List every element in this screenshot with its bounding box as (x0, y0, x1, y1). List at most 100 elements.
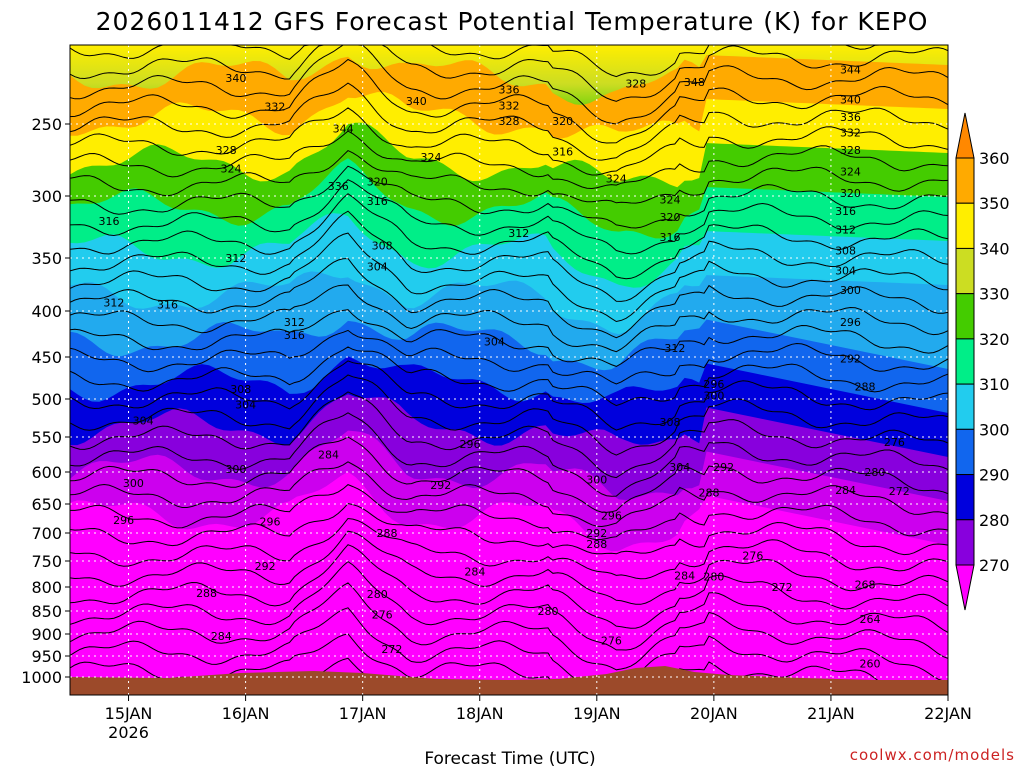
y-tick-label: 400 (31, 302, 62, 321)
y-tick-label: 800 (31, 578, 62, 597)
contour-label: 292 (586, 527, 607, 540)
contour-line (70, 45, 948, 125)
contour-label: 320 (840, 187, 861, 200)
contour-label: 292 (840, 353, 861, 366)
y-axis-ticks: 250 300 350 400 450 500 550 600 650 700 750 800 850 9… (21, 115, 70, 687)
contour-label: 296 (259, 515, 280, 528)
x-tick-label: 22JAN (924, 704, 972, 723)
contour-line (70, 309, 948, 367)
contour-label: 312 (103, 297, 124, 310)
contour-label: 276 (884, 436, 905, 449)
colorbar-label: 310 (979, 375, 1010, 394)
y-tick-label: 900 (31, 625, 62, 644)
colorbar-swatch (955, 383, 975, 430)
contour-label: 300 (225, 463, 246, 476)
contour-label: 296 (703, 378, 724, 391)
contour-label: 344 (840, 63, 861, 76)
contour-label: 300 (840, 284, 861, 297)
contour-label: 336 (840, 111, 861, 124)
colorbar-label: 300 (979, 420, 1010, 439)
contour-label: 312 (284, 316, 305, 329)
colorbar-swatch (955, 428, 975, 476)
contour-label: 328 (840, 144, 861, 157)
colorbar-label: 280 (979, 511, 1010, 530)
contour-line (70, 165, 948, 229)
contour-label: 304 (133, 414, 154, 427)
contour-line (70, 179, 948, 255)
contour-label: 320 (367, 176, 388, 189)
contour-line (70, 329, 948, 385)
gridlines (70, 45, 949, 695)
contour-line (70, 107, 948, 176)
contour-label: 272 (772, 581, 793, 594)
colorbar-cap-bottom (955, 564, 975, 611)
colorbar: 270 280 290 300 310 320 330 340 350 360 (955, 112, 1010, 611)
contour-line (70, 436, 948, 513)
contour-label: 304 (235, 398, 256, 411)
contour-label: 300 (703, 390, 724, 403)
contour-label: 348 (684, 76, 705, 89)
contour-line (70, 544, 948, 629)
colorbar-swatch (955, 247, 975, 295)
contour-label: 320 (552, 115, 573, 128)
y-tick-label: 550 (31, 428, 62, 447)
contour-line (70, 582, 948, 671)
contour-label: 312 (664, 342, 685, 355)
contour-label: 328 (625, 78, 646, 91)
colorbar-swatch (955, 293, 975, 340)
x-tick-label: 21JAN (807, 704, 855, 723)
contour-label: 328 (216, 144, 237, 157)
x-axis-label: Forecast Time (UTC) (424, 749, 595, 768)
contour-label: 324 (659, 194, 680, 207)
y-tick-label: 500 (31, 390, 62, 409)
contour-label: 280 (538, 605, 559, 618)
terrain-ground (70, 666, 948, 695)
contour-line (70, 193, 948, 280)
contour-label: 308 (230, 383, 251, 396)
colorbar-label: 360 (979, 149, 1010, 168)
contour-label: 324 (220, 163, 241, 176)
contour-label: 292 (430, 479, 451, 492)
y-tick-label: 250 (31, 115, 62, 134)
contour-label: 332 (499, 99, 520, 112)
contour-label: 332 (840, 127, 861, 140)
contour-label: 344 (333, 122, 354, 135)
x-tick-label: 19JAN (573, 704, 621, 723)
y-tick-label: 1000 (21, 668, 62, 687)
contour-label: 284 (318, 449, 339, 462)
contour-label: 272 (381, 643, 402, 656)
contour-label: 276 (742, 549, 763, 562)
contour-label: 316 (367, 195, 388, 208)
contour-label: 316 (99, 215, 120, 228)
contour-label: 280 (703, 571, 724, 584)
x-tick-label: 16JAN (222, 704, 270, 723)
contour-line (70, 284, 948, 353)
contour-label: 304 (835, 265, 856, 278)
band-fill (70, 583, 948, 695)
contour-label: 276 (372, 609, 393, 622)
colorbar-label: 330 (979, 285, 1010, 304)
contour-label: 280 (367, 588, 388, 601)
colorbar-label: 320 (979, 330, 1010, 349)
colorbar-cap-top (955, 112, 975, 159)
contour-label: 288 (698, 486, 719, 499)
contour-label: 324 (840, 166, 861, 179)
contour-label: 308 (372, 240, 393, 253)
contour-line (70, 461, 948, 528)
contour-label: 324 (606, 173, 627, 186)
contour-line (70, 210, 948, 302)
contour-label: 316 (659, 231, 680, 244)
contour-label: 272 (889, 485, 910, 498)
x-tick-label: 17JAN (339, 704, 387, 723)
y-tick-label: 600 (31, 463, 62, 482)
contour-label: 284 (674, 570, 695, 583)
contour-label: 280 (864, 466, 885, 479)
contour-label: 296 (113, 514, 134, 527)
contour-label: 292 (255, 560, 276, 573)
contour-line (70, 130, 948, 190)
y-tick-label: 300 (31, 187, 62, 206)
colorbar-swatch (955, 338, 975, 385)
contour-line (70, 232, 948, 323)
